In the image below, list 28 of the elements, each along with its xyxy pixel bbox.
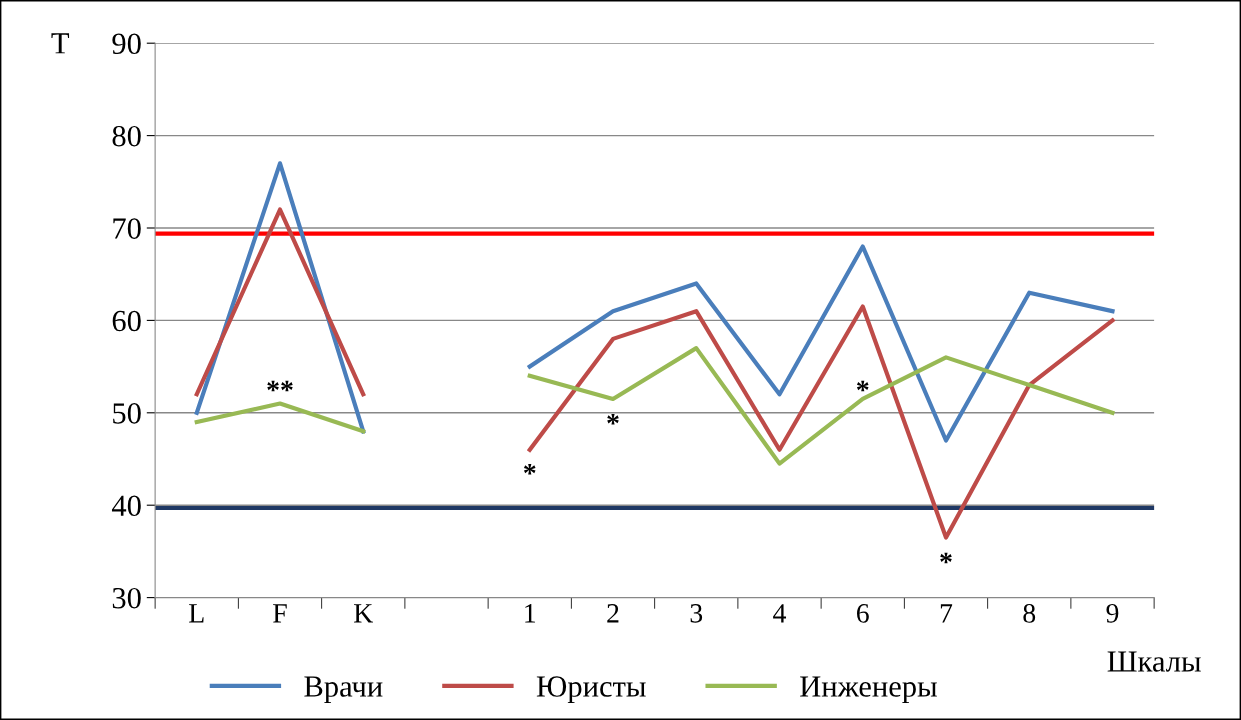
y-tick-label: 80 <box>112 125 141 147</box>
legend-label: Инженеры <box>800 676 937 704</box>
x-tick-label: 3 <box>690 604 703 623</box>
x-tick-label: 7 <box>940 604 953 623</box>
x-tick-label: 8 <box>1023 603 1036 623</box>
y-axis-title: T <box>51 33 70 54</box>
annotation: ** <box>267 380 293 392</box>
x-axis-title: Шкалы <box>1107 651 1201 672</box>
legend-label: Врачи <box>304 676 383 704</box>
x-tick-label: 6 <box>857 604 869 623</box>
legend-label: Юристы <box>536 676 646 704</box>
x-tick-label: F <box>273 604 287 623</box>
annotation: * <box>523 463 536 475</box>
y-tick-label: 40 <box>111 495 141 517</box>
y-tick-label: 30 <box>112 587 141 609</box>
annotation: * <box>856 380 869 392</box>
x-tick-label: 4 <box>773 604 787 623</box>
y-tick-label: 90 <box>112 33 141 55</box>
x-tick-label: 2 <box>607 604 619 623</box>
annotation: * <box>607 414 619 425</box>
x-tick-label: 1 <box>525 604 536 623</box>
y-tick-label: 50 <box>113 403 141 424</box>
y-tick-label: 70 <box>113 218 141 239</box>
annotation: * <box>940 552 952 564</box>
y-tick-label: 60 <box>112 310 141 332</box>
x-tick-label: K <box>354 604 373 623</box>
x-tick-label: 9 <box>1106 604 1119 623</box>
x-tick-label: L <box>189 604 204 623</box>
